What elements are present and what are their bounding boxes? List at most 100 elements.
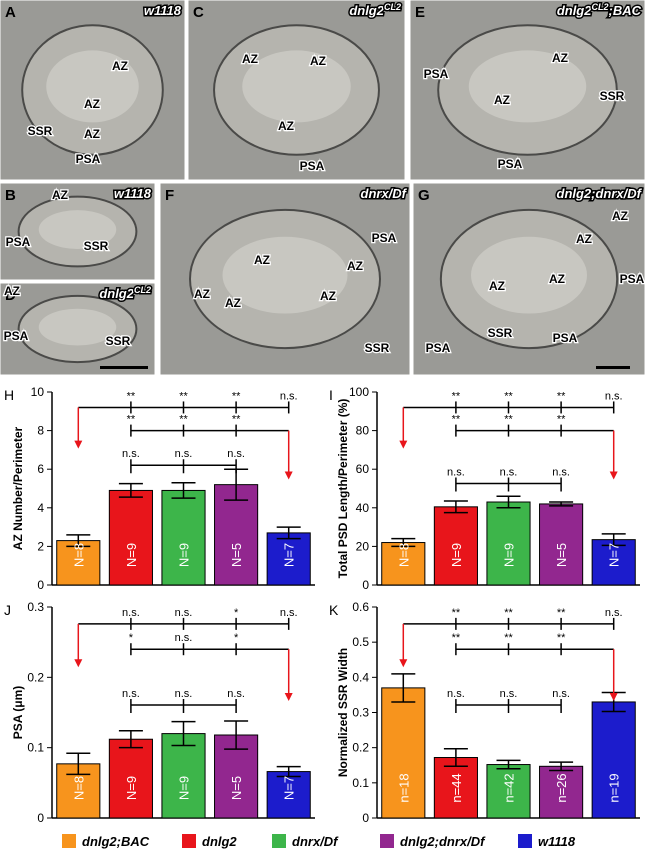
arrow-head: [74, 440, 83, 449]
annotation: PSA: [6, 235, 31, 249]
genotype-label: dnlg2CL2;BAC: [557, 2, 642, 18]
bar: [108, 489, 153, 586]
genotype-base: dnlg2: [557, 3, 592, 18]
panel-letter: D: [5, 287, 16, 304]
y-tick-label: 4: [37, 501, 44, 515]
bar: [539, 765, 584, 819]
y-tick-label: 0.4: [352, 670, 369, 684]
significance: n.s.: [500, 466, 518, 478]
legend-label: dnlg2;BAC: [82, 834, 150, 849]
annotation: PSA: [300, 159, 325, 173]
n-label: n=44: [449, 773, 464, 802]
em-texture: [468, 50, 587, 123]
significance: **: [504, 607, 513, 619]
significance: n.s.: [552, 466, 570, 478]
y-tick-label: 40: [356, 501, 370, 515]
annotation: PSA: [372, 231, 397, 245]
significance: **: [504, 390, 513, 402]
significance: n.s.: [447, 466, 465, 478]
n-label: n=42: [502, 773, 517, 802]
significance: **: [127, 414, 136, 426]
legend-label: w1118: [538, 834, 576, 849]
annotation: AZ: [52, 188, 68, 202]
y-tick-label: 0: [37, 811, 44, 825]
error-bar: [549, 761, 574, 772]
y-tick-label: 2: [37, 539, 44, 553]
y-tick-label: 80: [356, 424, 370, 438]
error-bar: [224, 720, 249, 750]
bar: [381, 542, 426, 586]
significance: **: [557, 390, 566, 402]
significance: n.s.: [175, 607, 193, 619]
significance: n.s.: [605, 390, 623, 402]
significance: **: [504, 632, 513, 644]
significance: **: [179, 414, 188, 426]
annotation: PSA: [76, 152, 101, 166]
panel-letter: H: [4, 387, 14, 403]
error-bar: [66, 752, 91, 776]
significance: n.s.: [552, 688, 570, 700]
error-bar: [601, 533, 626, 547]
significance: **: [452, 632, 461, 644]
bar: [161, 733, 206, 819]
significance: n.s.: [227, 448, 245, 460]
error-bar: [276, 765, 301, 778]
panel-letter: K: [329, 602, 339, 618]
genotype-base: w1118: [114, 186, 152, 201]
bar: [433, 757, 478, 819]
n-label: N=9: [177, 543, 192, 567]
genotype-base: dnlg2;dnrx/Df: [557, 186, 643, 201]
n-label: N=9: [177, 776, 192, 800]
significance: n.s.: [280, 607, 298, 619]
panel-letter: G: [418, 187, 430, 204]
bar-chart: J PSA (μm) 0 0.1 0.2 0.3 N=8 N=9 N=9 N=5 N=7 n.s. n.…: [4, 600, 315, 825]
significance: n.s.: [447, 688, 465, 700]
significance: n.s.: [122, 448, 140, 460]
panel-letter: B: [5, 187, 16, 204]
bar: [539, 503, 584, 586]
annotation: AZ: [84, 127, 100, 141]
scale-bar: [596, 366, 630, 369]
genotype-label: dnrx/Df: [361, 186, 408, 201]
annotation: AZ: [310, 54, 326, 68]
annotation: AZ: [254, 253, 270, 267]
annotation: AZ: [612, 209, 628, 223]
legend-swatch: [518, 834, 532, 848]
arrow-head: [399, 659, 408, 668]
bar: [381, 687, 426, 819]
y-tick-label: 0: [362, 811, 369, 825]
panel-letter: C: [193, 4, 204, 21]
n-label: N=5: [229, 776, 244, 800]
annotation: AZ: [552, 51, 568, 65]
significance: n.s.: [280, 390, 298, 402]
annotation: AZ: [576, 232, 592, 246]
legend-swatch: [272, 834, 286, 848]
legend-label: dnrx/Df: [292, 834, 339, 849]
bar: [486, 764, 531, 819]
arrow-head: [284, 692, 293, 701]
error-bar: [66, 534, 91, 548]
annotation: SSR: [106, 334, 131, 348]
significance: *: [234, 607, 239, 619]
y-axis-label: PSA (μm): [11, 686, 25, 740]
panel-letter: I: [329, 387, 333, 403]
bar: [266, 532, 311, 586]
error-bar: [496, 495, 521, 509]
error-bar: [171, 481, 196, 499]
genotype-rest: ;BAC: [609, 3, 642, 18]
annotation: AZ: [4, 284, 20, 298]
legend-swatch: [62, 834, 76, 848]
em-texture: [38, 210, 117, 249]
bar: [486, 501, 531, 586]
annotation: AZ: [549, 272, 565, 286]
em-texture: [38, 308, 117, 346]
annotation: AZ: [84, 97, 100, 111]
panel-letter: J: [4, 602, 11, 618]
significance: n.s.: [605, 607, 623, 619]
error-bar: [443, 747, 468, 768]
annotation: PSA: [498, 157, 523, 171]
y-tick-label: 0.3: [27, 600, 44, 614]
arrow-head: [609, 692, 618, 701]
